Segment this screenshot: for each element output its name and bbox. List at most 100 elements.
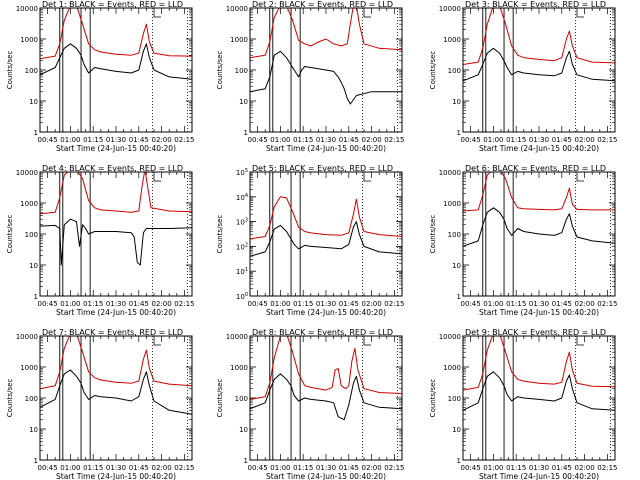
panel-title: Det 2: BLACK = Events, RED = LLD [252,0,393,9]
panel-2: Det 2: BLACK = Events, RED = LLD Counts/s… [216,0,404,153]
x-tick-label: 01:45 [552,300,572,308]
panel-5: Det 5: BLACK = Events, RED = LLD Counts/s… [216,164,404,317]
plot-frame [39,7,193,133]
y-tick-label: 100 [448,67,461,75]
y-tick-label: 10000 [439,169,461,177]
panel-title: Det 1: BLACK = Events, RED = LLD [42,0,183,9]
y-axis-label: Counts/sec [216,215,224,254]
y-tick-label: 1 [457,129,461,137]
y-tick-label: 1000 [230,364,248,372]
y-tick-label: 10 [452,426,461,434]
x-tick-label: 02:15 [384,136,404,144]
x-tick-label: 02:00 [152,300,172,308]
y-tick-label: 100 [448,231,461,239]
x-tick-label: 01:00 [270,464,290,472]
x-tick-label: 01:30 [106,464,126,472]
y-tick-label: 105 [236,168,248,177]
x-tick-label: 00:45 [461,300,481,308]
y-tick-label: 1 [244,457,248,465]
y-tick-label: 10000 [226,333,248,341]
y-tick-label: 101 [236,267,248,276]
y-tick-label: 100 [235,67,248,75]
plot-frame [249,171,403,297]
x-tick-label: 01:00 [60,136,80,144]
x-tick-label: 00:45 [248,300,268,308]
series-line-lld [250,336,402,400]
y-tick-label: 10000 [16,333,38,341]
plot-frame [462,7,616,133]
y-tick-label: 1000 [20,364,38,372]
y-tick-label: 100 [25,231,38,239]
x-tick-label: 01:45 [552,136,572,144]
y-tick-label: 10000 [439,5,461,13]
x-tick-label: 01:30 [106,300,126,308]
panel-title: Det 8: BLACK = Events, RED = LLD [252,328,393,337]
x-tick-label: 01:15 [506,300,526,308]
x-tick-label: 01:00 [60,300,80,308]
series-line-lld [463,8,615,65]
x-tick-label: 02:00 [152,136,172,144]
x-tick-label: 02:15 [384,300,404,308]
x-tick-label: 01:15 [293,464,313,472]
series-line-events [40,43,192,80]
y-tick-label: 1 [34,129,38,137]
x-tick-label: 01:30 [316,464,336,472]
series-line-lld [40,172,192,215]
panel-title: Det 4: BLACK = Events, RED = LLD [42,164,183,173]
y-tick-label: 10 [29,262,38,270]
y-tick-label: 100 [236,292,248,301]
x-axis-title: Start Time (24-Jun-15 00:40:20) [479,144,599,153]
x-tick-label: 02:15 [174,464,194,472]
bracket-marker [363,10,371,18]
x-axis-title: Start Time (24-Jun-15 00:40:20) [479,472,599,480]
y-tick-label: 103 [236,218,248,227]
y-tick-label: 1 [244,129,248,137]
x-tick-label: 01:30 [529,136,549,144]
y-tick-label: 1000 [443,36,461,44]
bracket-marker [576,338,584,346]
x-tick-label: 02:00 [362,136,382,144]
y-tick-label: 100 [235,395,248,403]
x-tick-label: 00:45 [461,464,481,472]
y-axis-label: Counts/sec [6,215,14,254]
x-tick-label: 01:00 [483,464,503,472]
y-tick-label: 1000 [20,36,38,44]
y-tick-label: 10000 [16,169,38,177]
bracket-marker [363,174,371,182]
y-tick-label: 1000 [443,364,461,372]
series-line-events [250,221,402,257]
x-tick-label: 02:15 [384,464,404,472]
x-tick-label: 02:00 [575,136,595,144]
y-tick-label: 102 [236,242,248,251]
y-axis-label: Counts/sec [6,379,14,418]
series-line-lld [250,8,402,59]
y-tick-label: 100 [448,395,461,403]
bracket-marker [153,338,161,346]
bracket-marker [153,10,161,18]
x-tick-label: 01:15 [83,300,103,308]
y-tick-label: 10000 [439,333,461,341]
x-axis-title: Start Time (24-Jun-15 00:40:20) [479,308,599,317]
series-line-events [250,50,402,105]
x-tick-label: 01:00 [483,300,503,308]
y-tick-label: 10 [29,426,38,434]
x-tick-label: 00:45 [38,300,58,308]
x-tick-label: 00:45 [38,464,58,472]
y-tick-label: 10 [452,98,461,106]
y-tick-label: 10000 [226,5,248,13]
panel-4: Det 4: BLACK = Events, RED = LLD Counts/s… [6,164,194,317]
panel-3: Det 3: BLACK = Events, RED = LLD Counts/s… [429,0,617,153]
plot-frame [462,171,616,297]
y-tick-label: 100 [25,67,38,75]
x-tick-label: 02:00 [575,464,595,472]
x-axis-title: Start Time (24-Jun-15 00:40:20) [266,472,386,480]
x-tick-label: 02:15 [174,300,194,308]
x-axis-title: Start Time (24-Jun-15 00:40:20) [266,144,386,153]
panel-title: Det 6: BLACK = Events, RED = LLD [465,164,606,173]
bracket-marker [576,10,584,18]
y-tick-label: 10 [239,98,248,106]
y-axis-label: Counts/sec [429,215,437,254]
panel-title: Det 9: BLACK = Events, RED = LLD [465,328,606,337]
y-tick-label: 10 [29,98,38,106]
plot-frame [39,335,193,461]
